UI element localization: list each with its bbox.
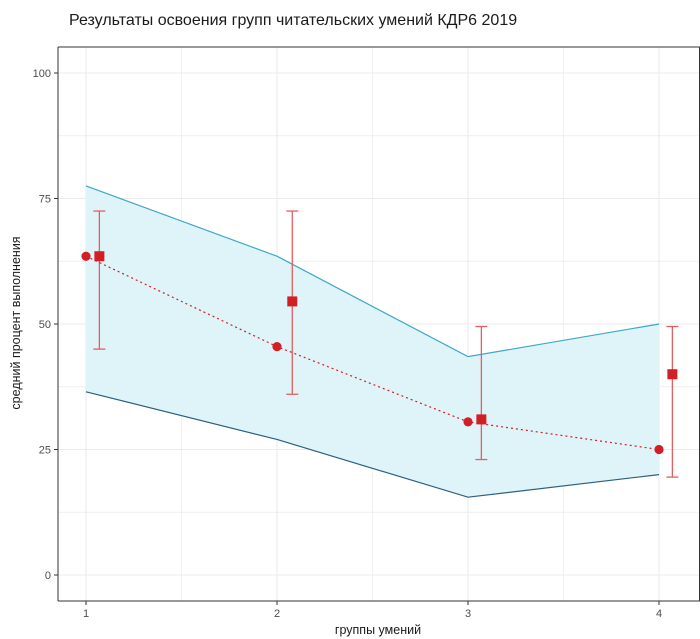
trend-line: [85, 255, 660, 451]
y-tick-label: 25: [39, 445, 51, 457]
trend: [85, 255, 660, 451]
y-axis-label: средний процент выполнения: [9, 236, 23, 409]
y-tick-label: 75: [39, 194, 51, 206]
band-area: [86, 185, 659, 498]
x-tick-label: 1: [83, 608, 89, 620]
y-tick-label: 100: [33, 68, 51, 80]
square-point: [94, 251, 105, 262]
band: [85, 185, 660, 498]
x-tick-label: 3: [465, 608, 471, 620]
square-point: [287, 296, 298, 307]
y-tick-label: 50: [39, 319, 51, 331]
circle-point: [81, 251, 91, 261]
x-tick-label: 4: [656, 608, 662, 620]
circle-point: [463, 417, 473, 427]
band-lower-line: [85, 391, 660, 498]
x-tick-label: 2: [274, 608, 280, 620]
circle-point: [272, 341, 282, 352]
y-tick-label: 0: [45, 570, 51, 582]
square-point: [667, 369, 678, 380]
square-point: [476, 414, 487, 425]
points: [81, 251, 678, 455]
band-upper-line: [85, 185, 660, 358]
chart-title: Результаты освоения групп читательских у…: [69, 12, 517, 29]
circle-point: [654, 444, 664, 455]
x-axis-label: группы умений: [335, 623, 421, 637]
